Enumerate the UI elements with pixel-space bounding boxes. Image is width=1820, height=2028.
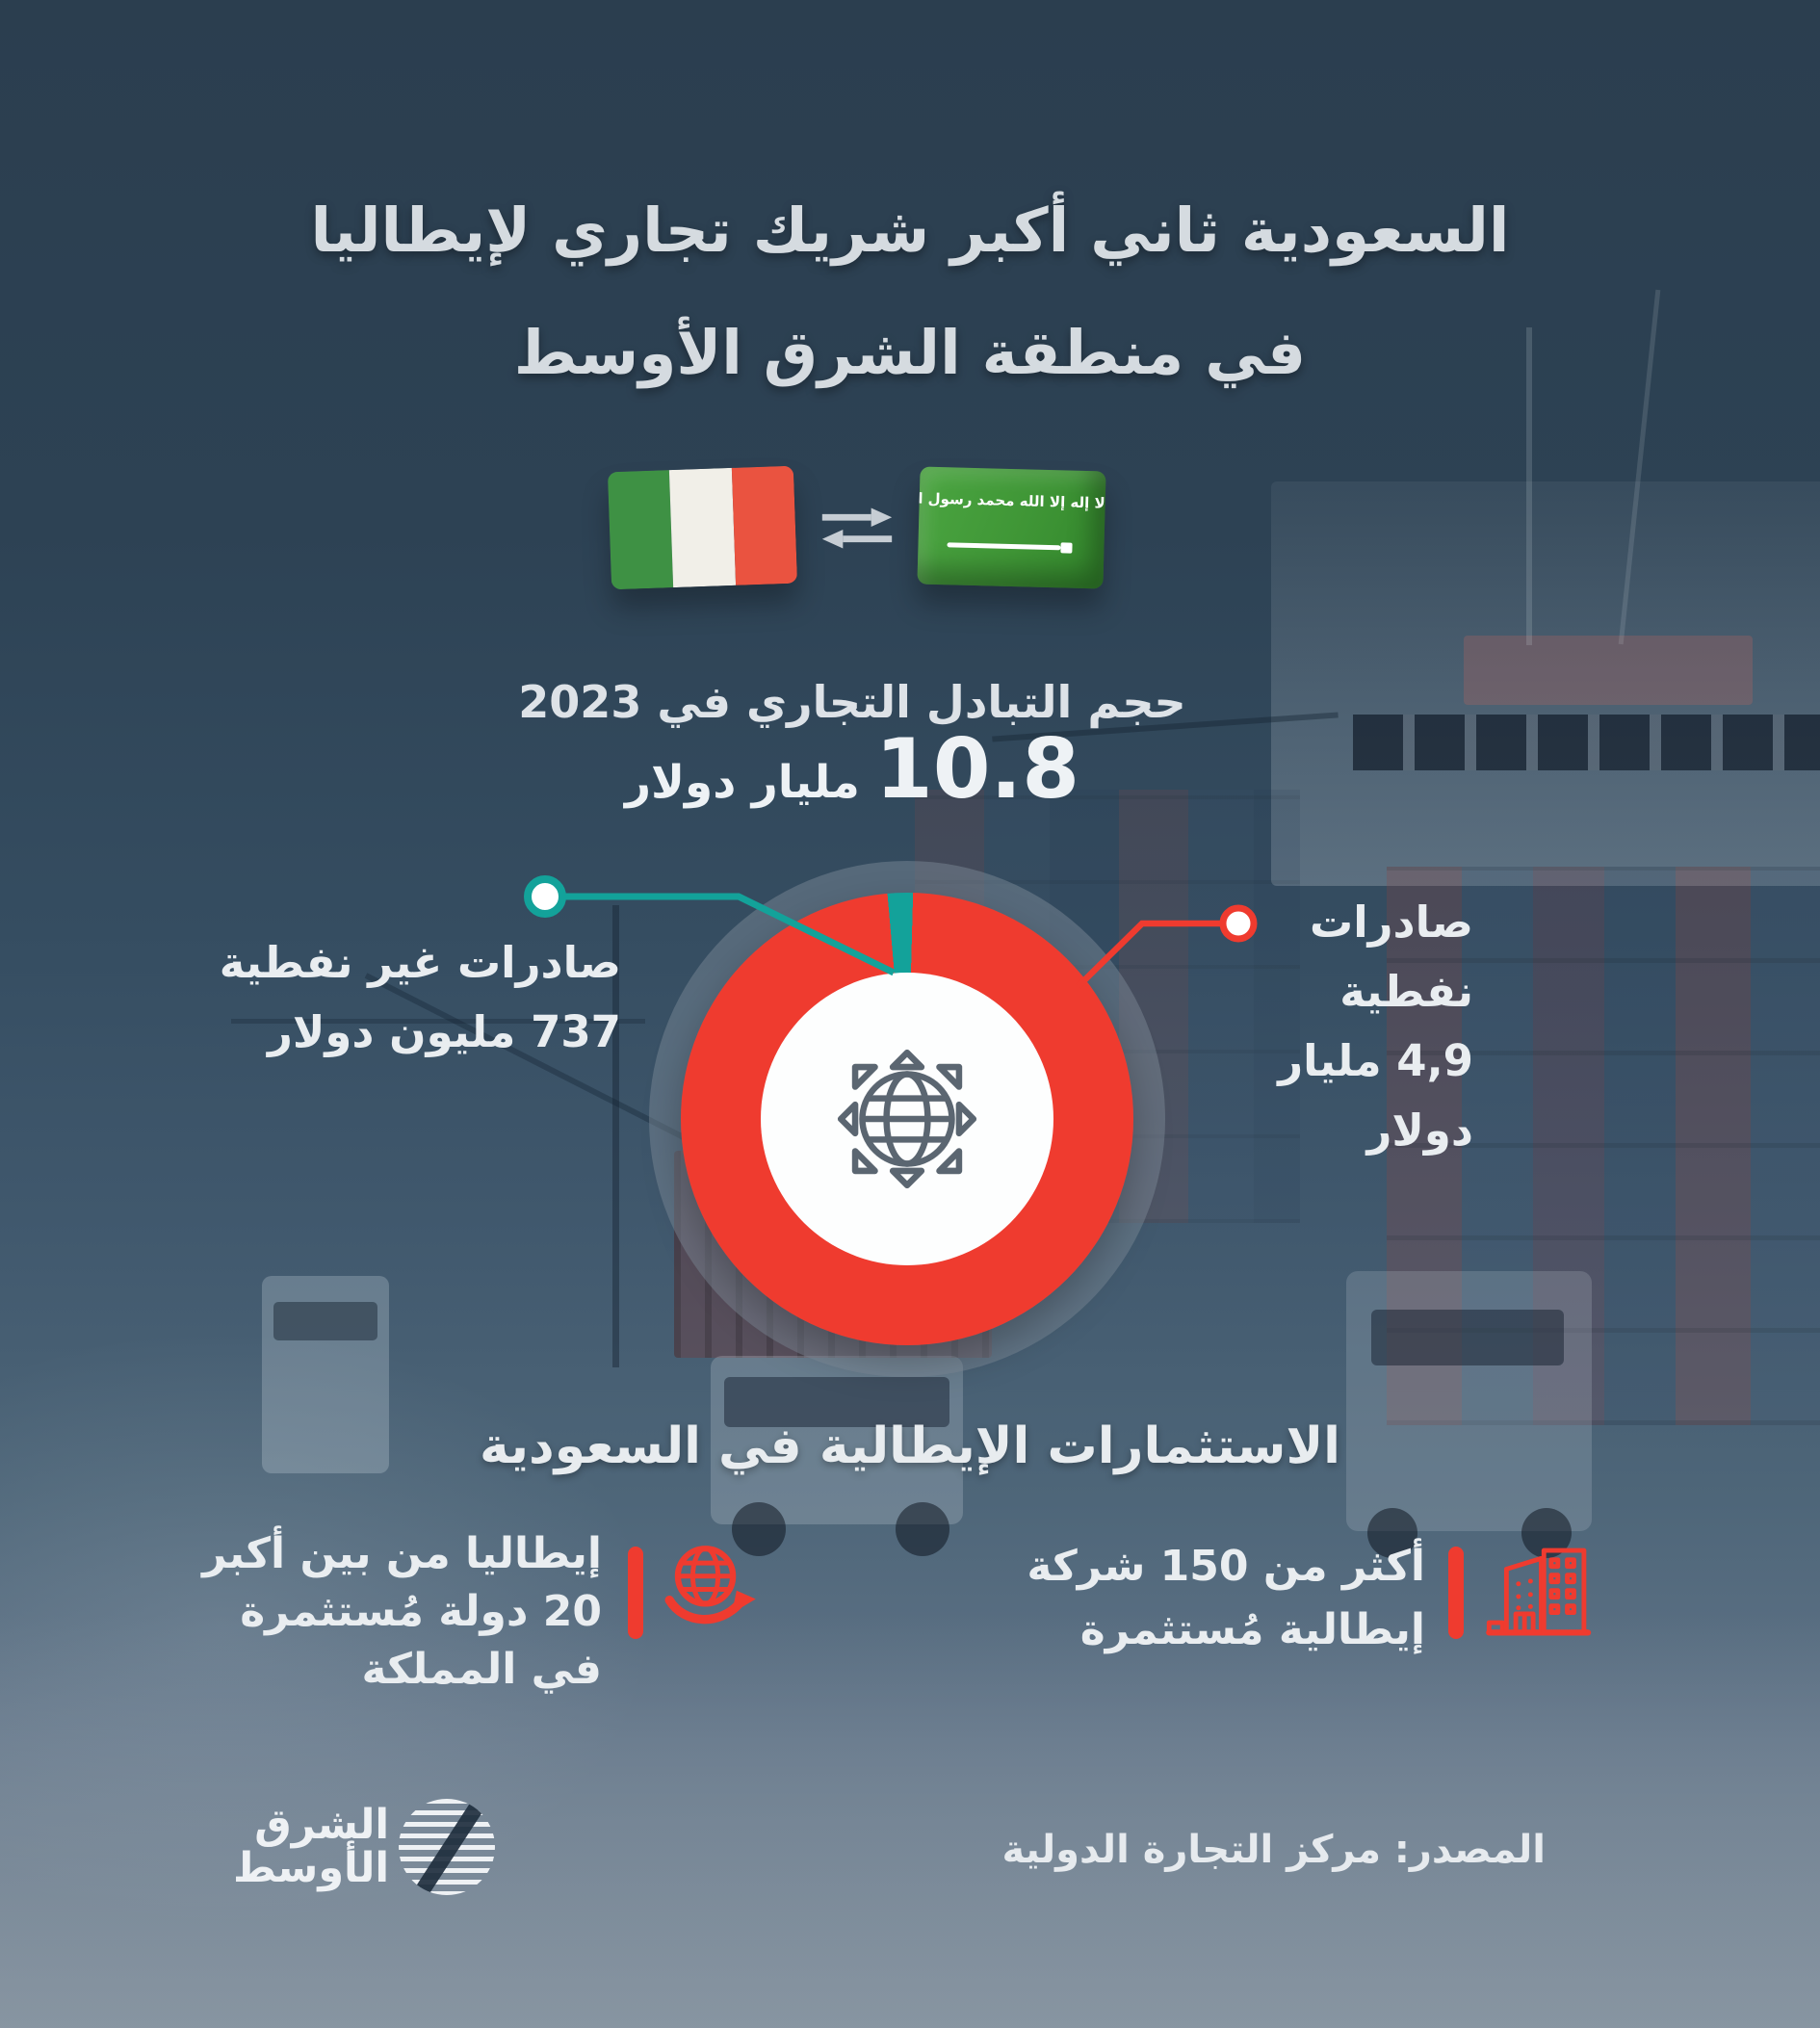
non-oil-exports-value: 737 مليون دولار [268,1006,621,1057]
oil-exports-value: 4,9 مليار دولار [1278,1035,1473,1156]
investments-section-title: الاستثمارات الإيطالية في السعودية [479,1417,1340,1475]
logo-line2: الأوسط [233,1844,390,1892]
stat-divider [1448,1547,1464,1639]
page-title-line1: السعودية ثاني أكبر شريك تجاري لإيطاليا [310,195,1510,266]
logo-line1: الشرق [254,1801,390,1849]
striped-globe-icon [399,1799,496,1895]
globe-compass-icon [837,1049,977,1189]
exchange-arrows-icon [821,507,893,549]
trade-volume-value: 10.8 [874,721,1080,818]
asharq-al-awsat-logo: الشرق الأوسط [233,1799,496,1895]
trade-volume-label: حجم التبادل التجاري في 2023 [518,676,1186,728]
logo-text: الشرق الأوسط [233,1804,389,1890]
oil-callout-line [1076,920,1221,989]
stat-top20-line3: في المملكة [361,1645,602,1694]
stat-top20-line2: 20 دولة مُستثمرة [240,1587,602,1636]
globe-arrow-icon [664,1546,756,1625]
stat-top20-line1: إيطاليا من بين أكبر [202,1529,602,1578]
trade-volume-value-row: 10.8 مليار دولار [0,724,1762,816]
oil-exports-label: صادرات نفطية 4,9 مليار دولار [1194,888,1473,1165]
stat-companies-line1: أكثر من 150 شركة [1027,1542,1425,1591]
non-oil-exports-label: صادرات غير نفطية 737 مليون دولار [144,928,621,1067]
stat-top20-text: إيطاليا من بين أكبر 20 دولة مُستثمرة في … [159,1525,602,1699]
oil-marker [1219,904,1258,943]
non-oil-callout-line [564,893,896,976]
non-oil-exports-name: صادرات غير نفطية [219,937,621,988]
stat-companies-line2: إيطالية مُستثمرة [1079,1605,1425,1654]
flags-row: لا إله إلا الله محمد رسول الله [0,465,1767,590]
donut-center [761,973,1053,1265]
buildings-icon [1486,1547,1592,1636]
oil-exports-name: صادرات نفطية [1309,897,1473,1017]
page-title-line2: في منطقة الشرق الأوسط [513,318,1307,388]
trade-volume-unit: مليار دولار [624,756,860,809]
stat-divider [628,1547,643,1639]
stat-companies-text: أكثر من 150 شركة إيطالية مُستثمرة [982,1535,1425,1662]
non-oil-marker [524,875,566,918]
source-text: المصدر: مركز التجارة الدولية [1001,1828,1546,1872]
